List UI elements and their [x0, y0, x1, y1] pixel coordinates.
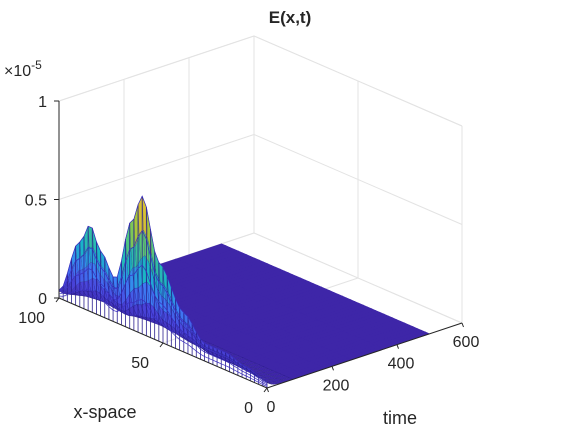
exponent-base: ×10	[4, 63, 31, 80]
y-tick-label: 0	[244, 400, 253, 417]
grid-line	[253, 134, 463, 225]
surface-patch	[138, 283, 146, 306]
surface	[58, 195, 431, 388]
z-tick-label: 0.5	[25, 193, 47, 210]
x-tick-mark	[396, 344, 399, 349]
y-tick-mark	[159, 342, 164, 348]
y-axis-label: x-space	[73, 402, 136, 422]
exponent-label: ×10-5	[4, 58, 42, 80]
exponent-power: -5	[31, 58, 42, 72]
x-tick-label: 600	[453, 334, 480, 351]
surface-mesh-line	[58, 289, 268, 387]
y-tick-mark	[263, 387, 268, 393]
x-tick-label: 400	[388, 356, 415, 373]
x-tick-mark	[331, 366, 334, 371]
x-tick-label: 200	[323, 377, 350, 394]
grid-line	[58, 35, 255, 102]
x-tick-mark	[266, 387, 269, 393]
y-tick-mark	[55, 297, 60, 303]
tick-labels: 0 200 400 600 0 50 100 0 0.5 1	[18, 94, 479, 417]
grid-line	[58, 134, 255, 200]
grid-line	[253, 232, 463, 324]
y-tick-label: 100	[18, 310, 45, 327]
y-tick-label: 50	[131, 355, 149, 372]
x-axis-label: time	[383, 408, 417, 428]
x-axis-line	[266, 322, 463, 389]
svg-text:×10-5: ×10-5	[4, 58, 42, 80]
axes-frame	[54, 100, 464, 393]
grid-line	[253, 35, 463, 127]
z-tick-label: 1	[38, 94, 47, 111]
x-tick-label: 0	[267, 399, 276, 416]
x-tick-mark	[461, 322, 464, 328]
surface-mesh-line	[58, 229, 268, 384]
surface-mesh-line	[58, 264, 268, 386]
chart-title: E(x,t)	[269, 8, 312, 27]
surface-mesh-line	[58, 195, 268, 383]
z-tick-label: 0	[38, 291, 47, 308]
surface-patch	[267, 382, 275, 385]
